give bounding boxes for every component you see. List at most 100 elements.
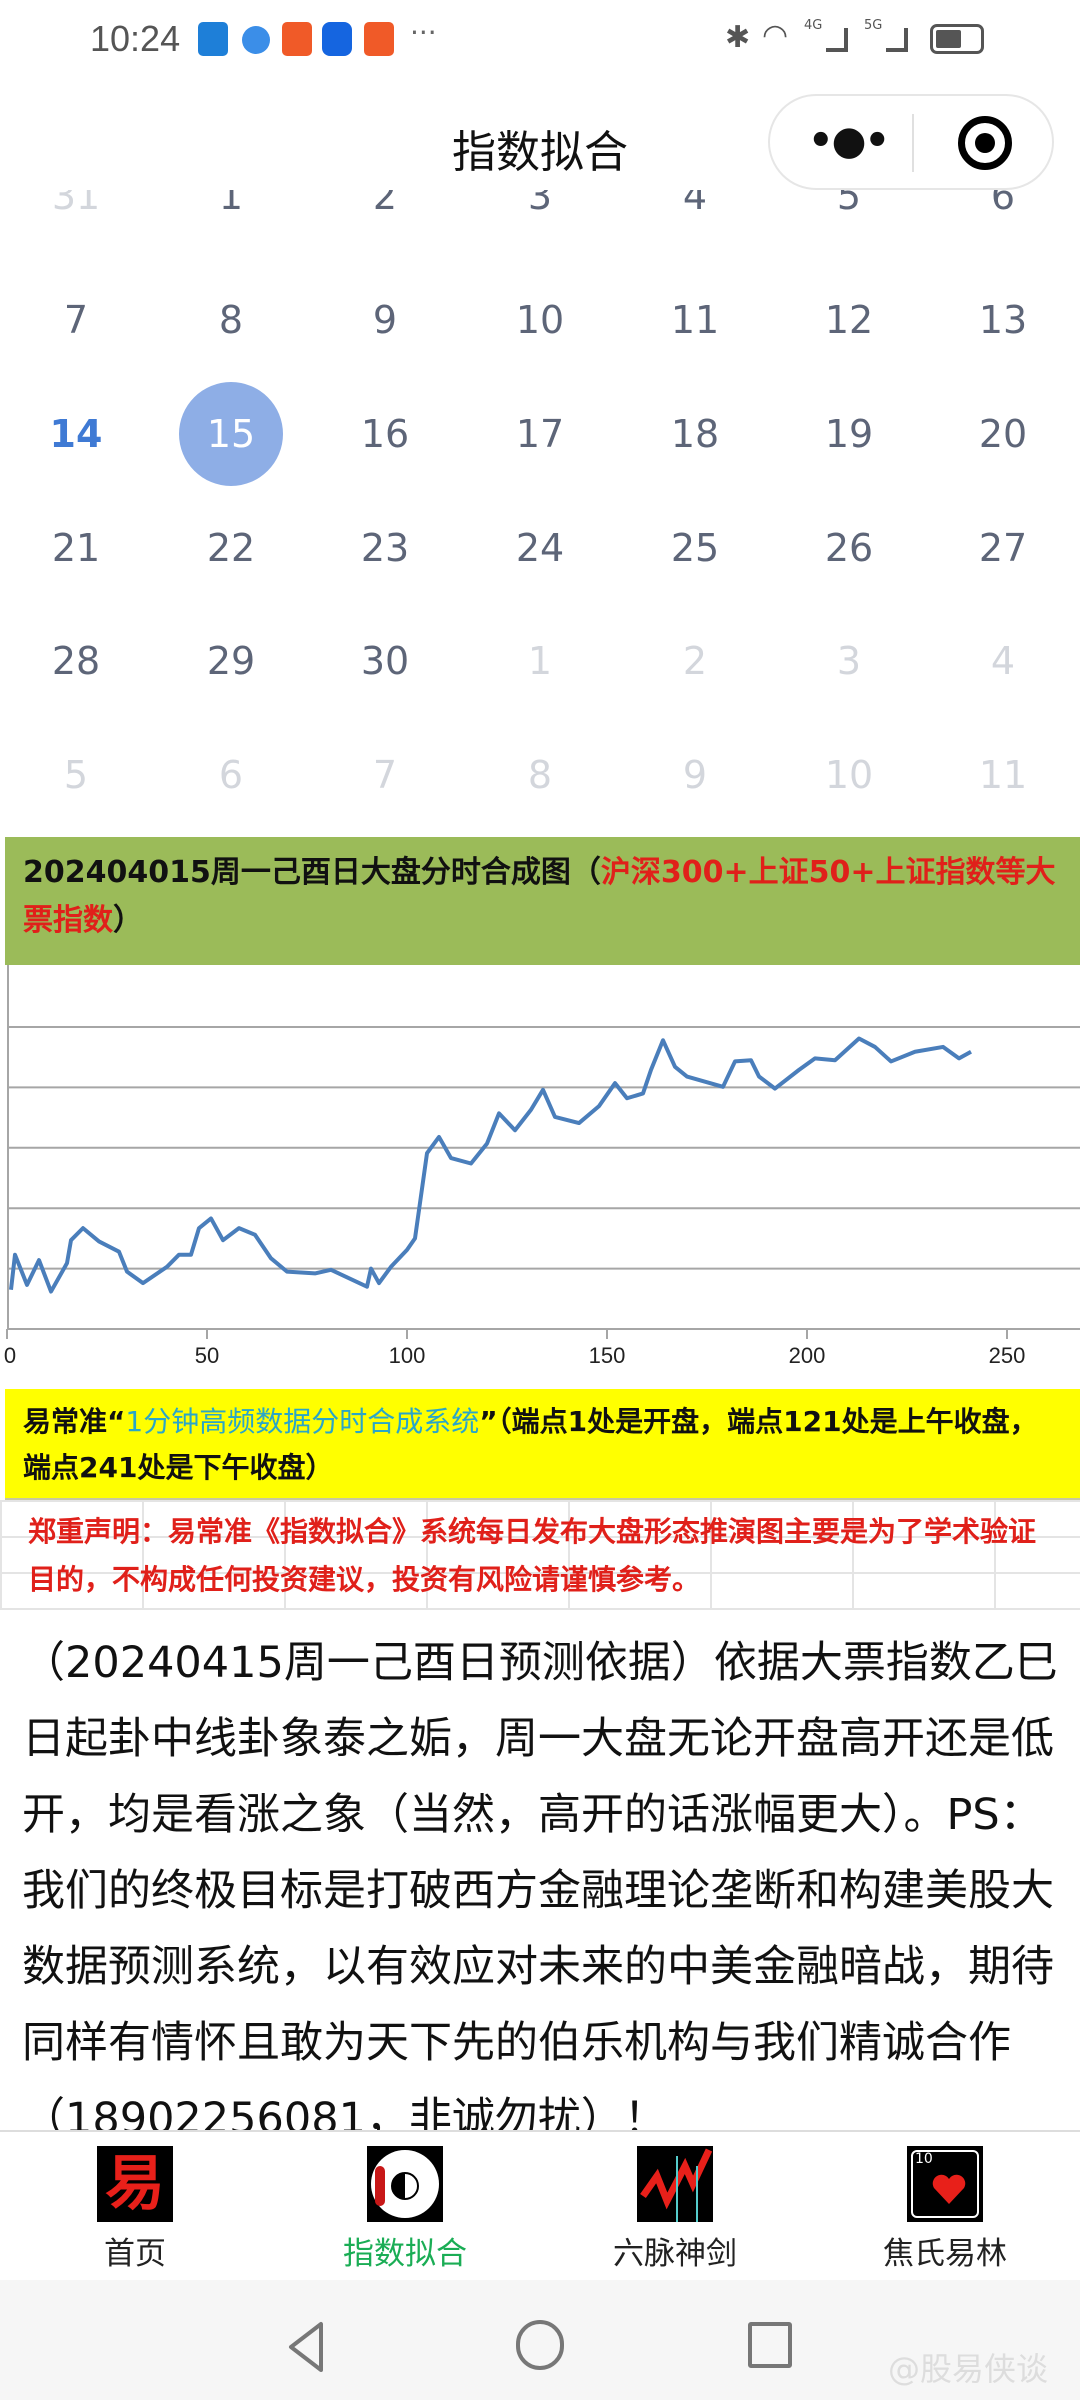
recents-icon[interactable]	[748, 2322, 792, 2368]
stock-chart-icon	[637, 2146, 713, 2222]
calendar-day[interactable]: 13	[978, 298, 1028, 342]
title-bar: 指数拟合 •●•	[0, 80, 1080, 190]
tab-index-fitting[interactable]: 指数拟合	[305, 2146, 505, 2273]
bottom-tab-bar: 易 首页 指数拟合 六脉神剑 10 焦氏易林	[0, 2130, 1080, 2280]
battery-icon	[930, 24, 984, 54]
tab-label: 焦氏易林	[883, 2236, 1007, 2272]
calendar-day[interactable]: 2	[372, 190, 398, 218]
calendar-day[interactable]: 1	[527, 639, 553, 683]
calendar-day[interactable]: 30	[360, 639, 410, 683]
x-tick-label: 250	[989, 1343, 1026, 1368]
mini-program-capsule: •●•	[768, 94, 1054, 190]
calendar-day[interactable]: 10	[515, 298, 565, 342]
video-app-notification-icon	[282, 22, 312, 56]
x-tick-label: 150	[589, 1343, 626, 1368]
calendar-day[interactable]: 17	[515, 412, 565, 456]
calendar-day[interactable]: 28	[51, 639, 101, 683]
calendar-day[interactable]: 23	[360, 526, 410, 570]
system-note-suffix: ”（端点1处是开盘，端点121处是上午收盘，端点241处是下午收盘）	[23, 1405, 1038, 1484]
selected-date-highlight	[179, 382, 283, 486]
intraday-line-chart: 0 50 100 150 200 250	[4, 965, 1080, 1368]
chart-title-close: ）	[113, 903, 143, 938]
calendar-day[interactable]: 24	[515, 526, 565, 570]
calendar-day[interactable]: 9	[372, 298, 398, 342]
back-icon[interactable]	[285, 2320, 325, 2374]
capsule-divider	[912, 114, 914, 172]
calendar-day[interactable]: 8	[218, 298, 244, 342]
calendar-day[interactable]: 5	[63, 753, 89, 797]
system-navigation-bar: @股易侠谈	[0, 2280, 1080, 2400]
calendar-day[interactable]: 7	[63, 298, 89, 342]
system-note-name: 1分钟高频数据分时合成系统	[125, 1405, 480, 1438]
x-tick-label: 200	[789, 1343, 826, 1368]
index-series-line	[9, 1036, 972, 1294]
signal-5g-icon	[886, 28, 908, 52]
tab-six-pulse[interactable]: 六脉神剑	[575, 2146, 775, 2273]
x-tick-label: 100	[389, 1343, 426, 1368]
calendar-day[interactable]: 7	[372, 753, 398, 797]
calendar-day[interactable]: 3	[527, 190, 553, 218]
calendar-day[interactable]: 6	[218, 753, 244, 797]
calendar-day[interactable]: 3	[836, 639, 862, 683]
calendar-day[interactable]: 2	[682, 639, 708, 683]
calendar-day[interactable]: 14	[49, 412, 103, 456]
calendar-day[interactable]: 6	[990, 190, 1016, 218]
calendar-day[interactable]: 1	[218, 190, 244, 218]
calendar-day[interactable]: 8	[527, 753, 553, 797]
chart-title-indices: 沪深300+上证50+上证指数等大票指数	[23, 855, 1056, 938]
prediction-paragraph: （20240415周一己酉日预测依据）依据大票指数乙巳日起卦中线卦象泰之姤，周一…	[22, 1638, 1058, 2144]
calendar-day[interactable]: 22	[206, 526, 256, 570]
system-note-prefix: 易常准“	[23, 1405, 126, 1438]
calendar-grid: 31 1 2 3 4 5 6 7 8 9 10 11 12 13 14 15 16 17 18 19 20 21 22 23 2…	[0, 190, 1080, 830]
calendar-day[interactable]: 9	[682, 753, 708, 797]
home-icon[interactable]	[516, 2320, 564, 2370]
calendar-day[interactable]: 4	[682, 190, 708, 218]
calendar-day[interactable]: 21	[51, 526, 101, 570]
chart-title-banner: 202404015周一己酉日大盘分时合成图（沪深300+上证50+上证指数等大票…	[5, 837, 1080, 965]
calendar-day[interactable]: 29	[206, 639, 256, 683]
calendar-day[interactable]: 10	[824, 753, 874, 797]
yi-character-icon: 易	[97, 2146, 173, 2222]
calendar-day[interactable]: 12	[824, 298, 874, 342]
calendar-day[interactable]: 11	[978, 753, 1028, 797]
system-note-banner: 易常准“1分钟高频数据分时合成系统”（端点1处是开盘，端点121处是上午收盘，端…	[5, 1389, 1080, 1500]
calendar-day[interactable]: 5	[836, 190, 862, 218]
target-circle-icon[interactable]	[958, 116, 1012, 170]
signal-5g-label: 5G	[864, 18, 883, 33]
tab-home[interactable]: 易 首页	[35, 2146, 235, 2273]
tab-jiao-yilin[interactable]: 10 焦氏易林	[845, 2146, 1045, 2273]
signal-4g-icon	[826, 28, 848, 52]
status-bar: 10:24 ··· ✱ ◠ 4G 5G	[0, 0, 1080, 80]
calendar-day[interactable]: 16	[360, 412, 410, 456]
yin-yang-icon	[367, 2146, 443, 2222]
calendar-day[interactable]: 19	[824, 412, 874, 456]
x-tick-label: 0	[4, 1343, 16, 1368]
calendar-day[interactable]: 4	[990, 639, 1016, 683]
more-dots-icon[interactable]: •●•	[808, 118, 890, 164]
x-tick-label: 50	[195, 1343, 219, 1368]
watermark: @股易侠谈	[888, 2350, 1049, 2388]
calendar-day[interactable]: 20	[978, 412, 1028, 456]
calendar-day[interactable]: 27	[978, 526, 1028, 570]
calendar-day[interactable]: 18	[670, 412, 720, 456]
clock: 10:24	[90, 18, 181, 59]
tab-label: 首页	[104, 2236, 166, 2272]
calendar-day[interactable]: 25	[670, 526, 720, 570]
tab-label: 指数拟合	[343, 2236, 467, 2272]
bulb-notification-icon	[322, 22, 352, 56]
calendar-day[interactable]: 26	[824, 526, 874, 570]
bluetooth-icon: ✱	[725, 20, 751, 55]
app-notification-icon	[198, 22, 228, 56]
calendar-day[interactable]: 15	[206, 412, 256, 456]
calendar-day[interactable]: 31	[51, 190, 101, 218]
signal-4g-label: 4G	[804, 18, 823, 33]
browser-notification-icon	[242, 26, 270, 54]
page-title: 指数拟合	[452, 127, 628, 178]
tab-label: 六脉神剑	[613, 2236, 737, 2272]
wifi-icon: ◠	[762, 18, 789, 53]
calendar-day[interactable]: 11	[670, 298, 720, 342]
more-notifications: ···	[410, 16, 437, 49]
video-app-notification-icon	[364, 22, 394, 56]
chart-title-date: 202404015周一己酉日大盘分时合成图（	[23, 855, 601, 890]
disclaimer: 郑重声明：易常准《指数拟合》系统每日发布大盘形态推演图主要是为了学术验证目的，不…	[0, 1500, 1080, 1610]
